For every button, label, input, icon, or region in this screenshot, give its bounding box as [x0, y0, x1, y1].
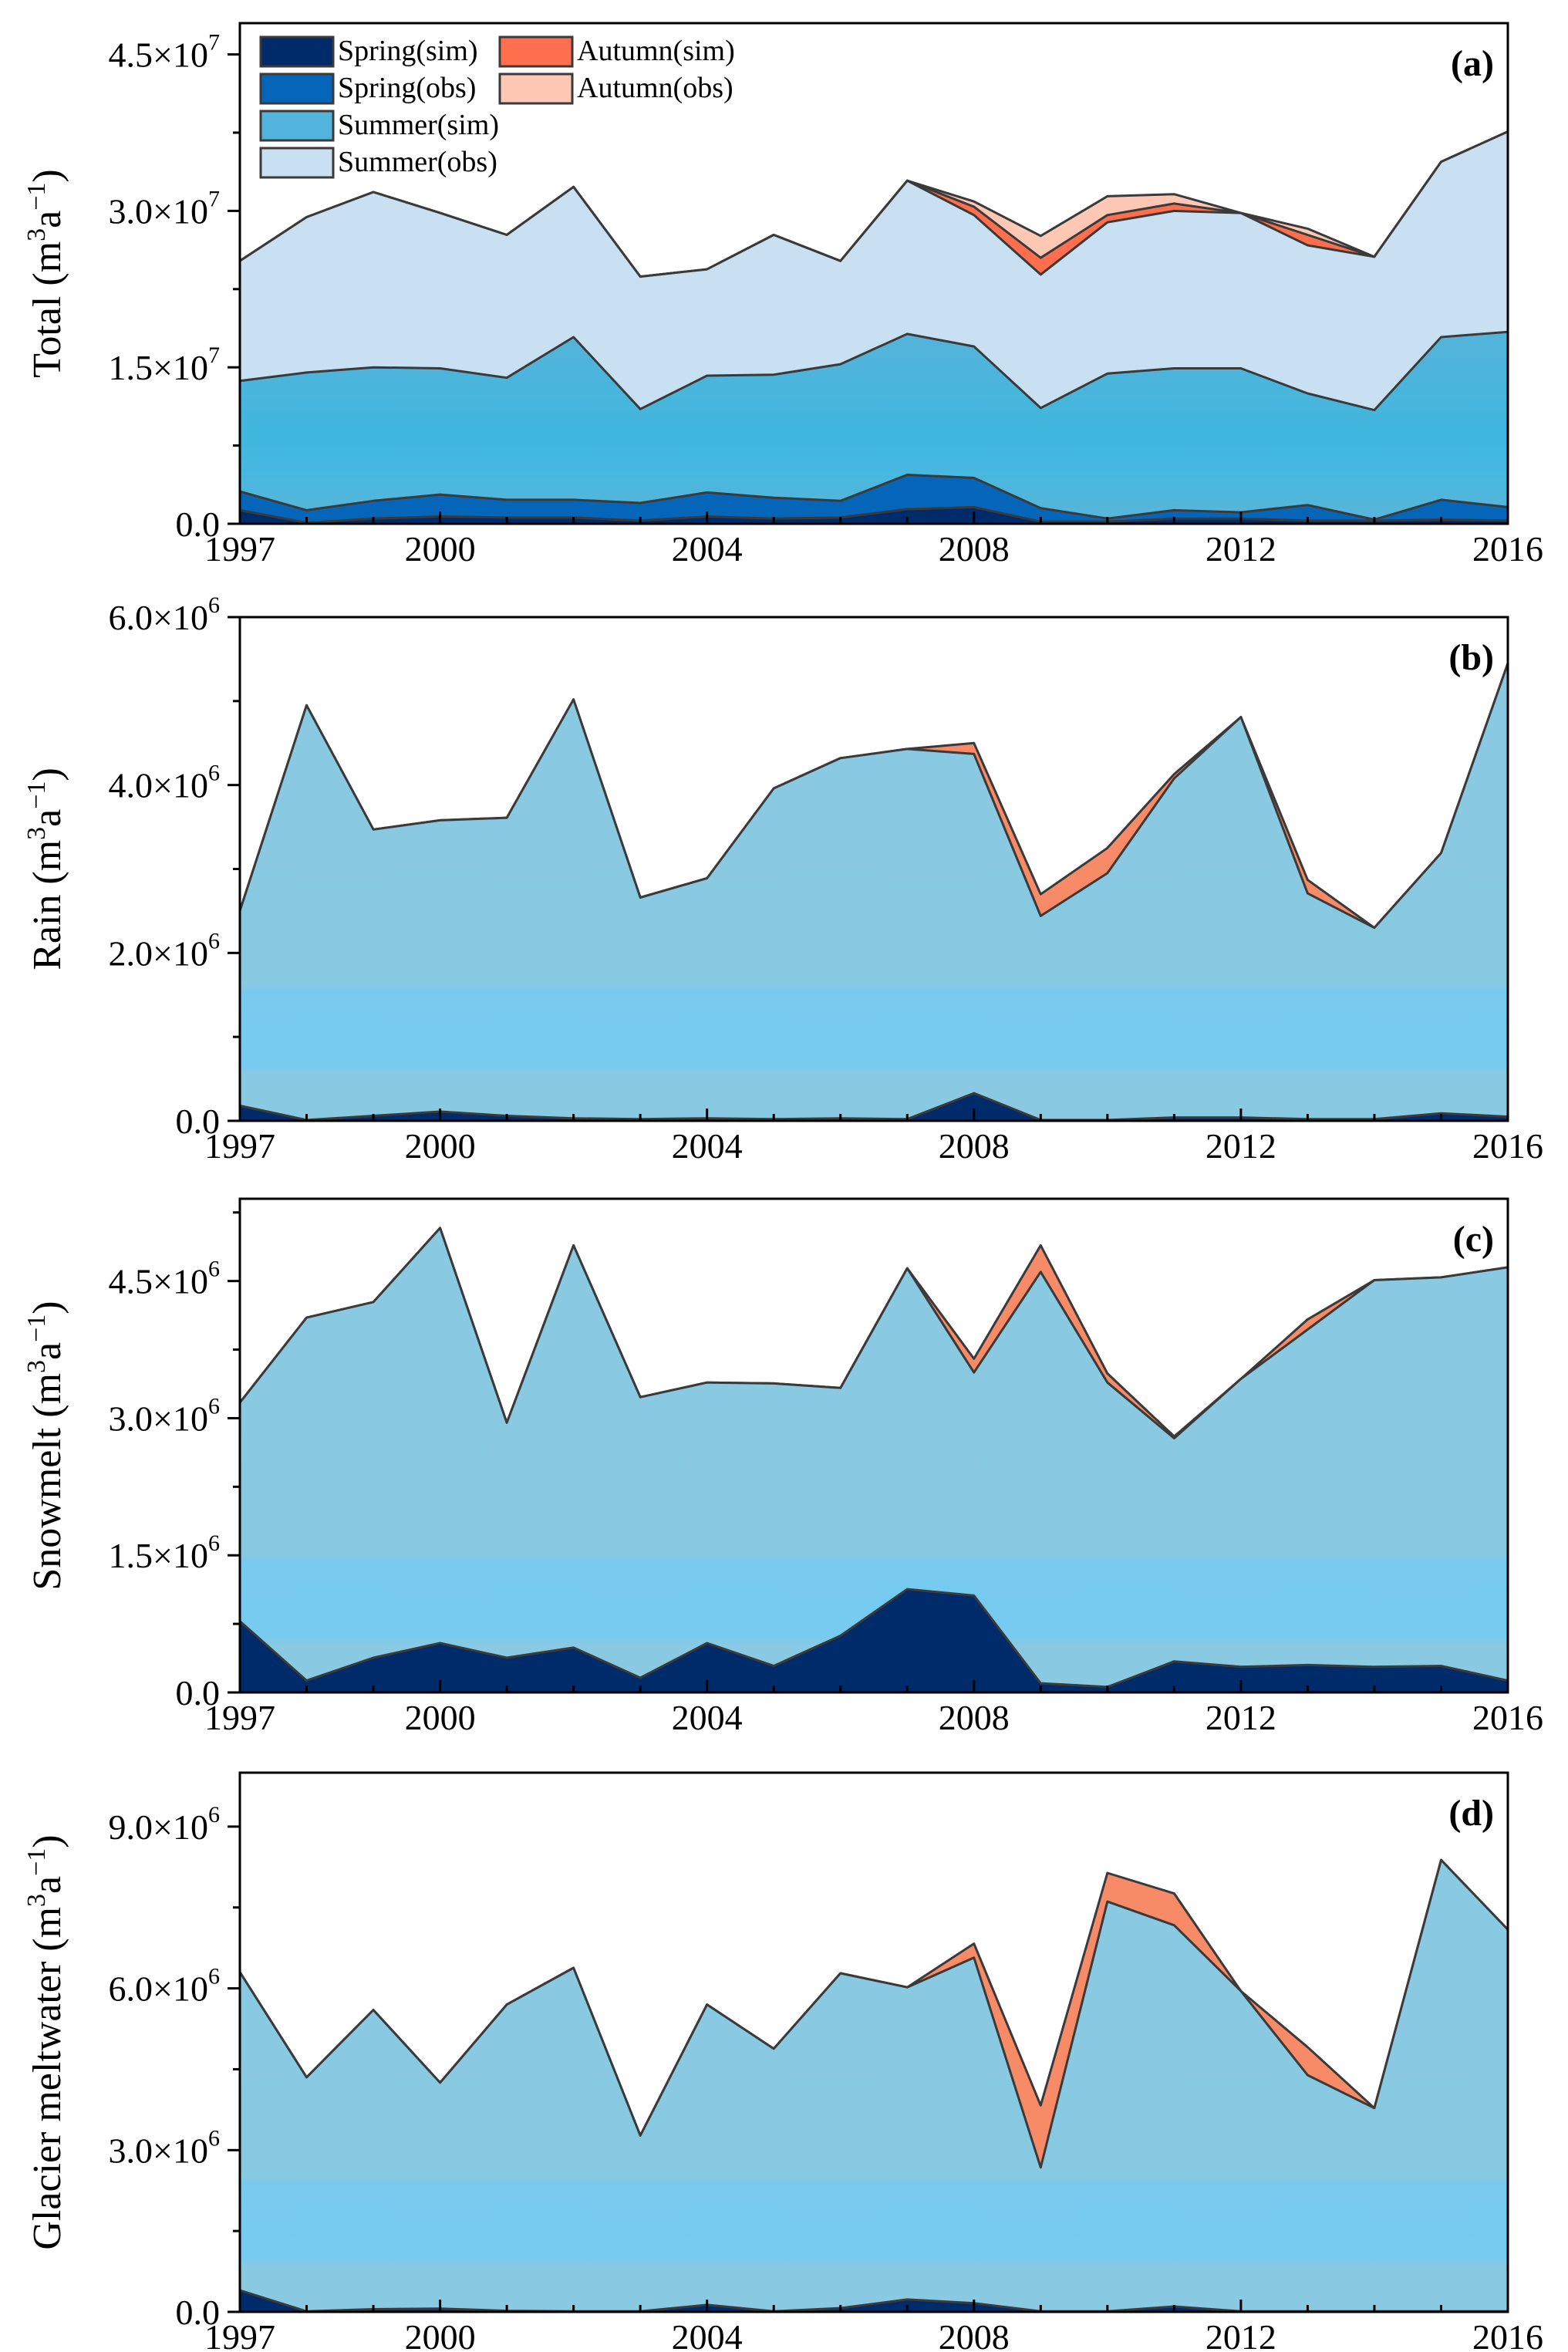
x-tick-label: 2008 — [939, 1126, 1010, 1166]
legend-label: Spring(sim) — [338, 35, 478, 67]
legend-label: Summer(sim) — [338, 109, 499, 141]
legend-swatch — [498, 73, 574, 105]
plot-frame — [238, 1771, 1509, 2313]
panel-c-areas — [238, 1227, 1509, 1694]
y-axis-title: Glacier meltwater (m3a−1) — [22, 1834, 69, 2249]
area-springsim — [238, 1588, 1509, 1694]
x-tick-label: 2008 — [939, 1698, 1010, 1737]
area-springobs — [238, 474, 1509, 525]
x-tick-label: 2008 — [939, 2317, 1010, 2352]
panel-d-areas — [238, 1858, 1509, 2313]
x-tick-label: 2000 — [405, 1126, 476, 1166]
area-springsim — [238, 505, 1509, 525]
legend-item: Autumn(sim) — [498, 35, 735, 68]
y-tick-label: 1.5×107 — [109, 343, 220, 387]
legend-label: Summer(obs) — [338, 146, 497, 178]
y-tick-label: 6.0×106 — [109, 1964, 220, 2009]
y-axis-title: Snowmelt (m3a−1) — [22, 1301, 69, 1590]
x-tick-label: 2016 — [1472, 2317, 1543, 2352]
area-summersim — [238, 330, 1509, 525]
panel-a-axes: 0.0 1.5×107 3.0×107 4.5×107 1997 2000 2004 2008… — [22, 22, 1543, 569]
panel-a-areas — [238, 130, 1509, 525]
x-tick-label: 2016 — [1472, 529, 1543, 569]
panel-a: 0.0 1.5×107 3.0×107 4.5×107 1997 2000 2004 2008… — [22, 22, 1543, 569]
legend-item: Summer(sim) — [259, 109, 499, 142]
y-tick-label: 0.0 — [176, 2293, 221, 2332]
y-tick-label: 4.5×107 — [109, 30, 220, 75]
y-axis-title: Rain (m3a−1) — [22, 768, 69, 970]
legend-item: Spring(sim) — [259, 35, 478, 68]
y-tick-label: 9.0×106 — [109, 1802, 220, 1847]
x-tick-label: 2004 — [672, 529, 743, 569]
y-tick-label: 6.0×106 — [109, 592, 220, 637]
panel-label: (b) — [1448, 637, 1494, 678]
legend-swatch — [498, 35, 574, 68]
area-summersim — [238, 1227, 1509, 1694]
y-tick-label: 0.0 — [176, 1102, 221, 1141]
legend-swatch — [259, 73, 335, 105]
y-tick-label: 3.0×107 — [109, 186, 220, 231]
panel-a-legend: Spring(sim) Spring(obs) Summer(sim) Summer(… — [259, 35, 735, 179]
y-tick-label: 4.5×106 — [109, 1257, 220, 1301]
panel-c: 0.0 1.5×106 3.0×106 4.5×106 1997 2000 2004 2008… — [22, 1197, 1543, 1737]
legend-swatch — [259, 35, 335, 68]
x-tick-label: 1997 — [204, 1698, 275, 1737]
x-tick-label: 2008 — [939, 529, 1010, 569]
y-tick-label: 3.0×106 — [109, 2125, 220, 2170]
legend-swatch — [259, 110, 335, 142]
panel-label: (c) — [1453, 1219, 1494, 1260]
panel-c-axes: 0.0 1.5×106 3.0×106 4.5×106 1997 2000 2004 2008… — [22, 1197, 1543, 1737]
x-tick-label: 2016 — [1472, 1126, 1543, 1166]
y-tick-label: 0.0 — [176, 1673, 221, 1713]
panel-b-areas — [238, 662, 1509, 1122]
legend-item: Spring(obs) — [259, 72, 476, 105]
y-axis-title: Total (m3a−1) — [22, 169, 69, 377]
area-summersim — [238, 662, 1509, 1122]
panel-d: 0.0 3.0×106 6.0×106 9.0×106 1997 2000 2004 2008… — [22, 1771, 1543, 2352]
panel-d-axes: 0.0 3.0×106 6.0×106 9.0×106 1997 2000 2004 2008… — [22, 1771, 1543, 2352]
y-tick-label: 4.0×106 — [109, 761, 220, 805]
legend-label: Autumn(obs) — [577, 72, 733, 104]
plot-frame — [238, 1197, 1509, 1694]
x-tick-label: 2012 — [1206, 529, 1276, 569]
x-tick-label: 2004 — [672, 1698, 743, 1737]
panel-label: (d) — [1448, 1793, 1494, 1834]
area-summersim — [238, 1858, 1509, 2313]
panel-label: (a) — [1451, 43, 1494, 84]
y-tick-label: 1.5×106 — [109, 1530, 220, 1575]
x-tick-label: 2012 — [1206, 2317, 1276, 2352]
legend-item: Autumn(obs) — [498, 72, 733, 105]
x-tick-label: 2000 — [405, 1698, 476, 1737]
legend-label: Spring(obs) — [338, 72, 476, 104]
x-tick-label: 2012 — [1206, 1698, 1276, 1737]
plot-frame — [238, 22, 1509, 525]
y-tick-label: 3.0×106 — [109, 1393, 220, 1438]
x-tick-label: 2000 — [405, 529, 476, 569]
x-tick-label: 2016 — [1472, 1698, 1543, 1737]
x-tick-label: 2000 — [405, 2317, 476, 2352]
panel-b: 0.0 2.0×106 4.0×106 6.0×106 1997 2000 2004 2008… — [22, 592, 1543, 1166]
panel-b-axes: 0.0 2.0×106 4.0×106 6.0×106 1997 2000 2004 2008… — [22, 592, 1543, 1166]
x-tick-label: 2004 — [672, 2317, 743, 2352]
x-tick-label: 1997 — [204, 1126, 275, 1166]
y-tick-label: 2.0×106 — [109, 928, 220, 973]
y-tick-label: 0.0 — [176, 504, 221, 544]
x-tick-label: 2012 — [1206, 1126, 1276, 1166]
legend-label: Autumn(sim) — [577, 35, 735, 67]
legend-swatch — [259, 147, 335, 179]
x-tick-label: 1997 — [204, 529, 275, 569]
legend-item: Summer(obs) — [259, 146, 497, 179]
x-tick-label: 2004 — [672, 1126, 743, 1166]
x-tick-label: 1997 — [204, 2317, 275, 2352]
